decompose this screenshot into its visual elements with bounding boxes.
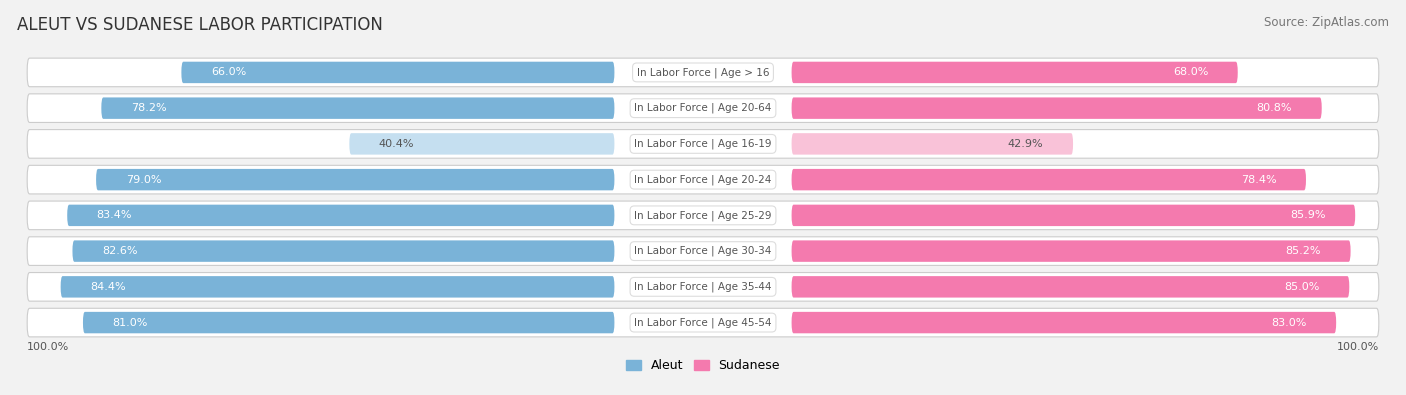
Text: 80.8%: 80.8% [1257, 103, 1292, 113]
Text: 79.0%: 79.0% [125, 175, 162, 184]
FancyBboxPatch shape [181, 62, 614, 83]
Text: 85.2%: 85.2% [1285, 246, 1322, 256]
FancyBboxPatch shape [792, 133, 1073, 154]
Text: 84.4%: 84.4% [90, 282, 125, 292]
Text: 78.4%: 78.4% [1241, 175, 1277, 184]
Text: 85.9%: 85.9% [1291, 211, 1326, 220]
FancyBboxPatch shape [83, 312, 614, 333]
Text: 78.2%: 78.2% [131, 103, 166, 113]
Legend: Aleut, Sudanese: Aleut, Sudanese [621, 354, 785, 377]
FancyBboxPatch shape [27, 94, 1379, 122]
Text: 42.9%: 42.9% [1008, 139, 1043, 149]
Text: 40.4%: 40.4% [378, 139, 415, 149]
Text: In Labor Force | Age 20-24: In Labor Force | Age 20-24 [634, 174, 772, 185]
FancyBboxPatch shape [792, 62, 1237, 83]
FancyBboxPatch shape [27, 201, 1379, 229]
Text: 100.0%: 100.0% [27, 342, 69, 352]
Text: 83.4%: 83.4% [97, 211, 132, 220]
FancyBboxPatch shape [27, 58, 1379, 87]
Text: 68.0%: 68.0% [1173, 68, 1208, 77]
Text: 85.0%: 85.0% [1285, 282, 1320, 292]
FancyBboxPatch shape [27, 166, 1379, 194]
FancyBboxPatch shape [60, 276, 614, 297]
Text: In Labor Force | Age 16-19: In Labor Force | Age 16-19 [634, 139, 772, 149]
Text: In Labor Force | Age 45-54: In Labor Force | Age 45-54 [634, 317, 772, 328]
Text: 66.0%: 66.0% [211, 68, 246, 77]
Text: In Labor Force | Age > 16: In Labor Force | Age > 16 [637, 67, 769, 78]
FancyBboxPatch shape [792, 312, 1336, 333]
Text: 83.0%: 83.0% [1271, 318, 1306, 327]
Text: In Labor Force | Age 30-34: In Labor Force | Age 30-34 [634, 246, 772, 256]
FancyBboxPatch shape [67, 205, 614, 226]
Text: In Labor Force | Age 20-64: In Labor Force | Age 20-64 [634, 103, 772, 113]
Text: Source: ZipAtlas.com: Source: ZipAtlas.com [1264, 16, 1389, 29]
FancyBboxPatch shape [27, 130, 1379, 158]
Text: In Labor Force | Age 35-44: In Labor Force | Age 35-44 [634, 282, 772, 292]
Text: 82.6%: 82.6% [103, 246, 138, 256]
FancyBboxPatch shape [73, 241, 614, 262]
FancyBboxPatch shape [27, 237, 1379, 265]
FancyBboxPatch shape [792, 241, 1351, 262]
FancyBboxPatch shape [792, 276, 1350, 297]
FancyBboxPatch shape [27, 273, 1379, 301]
FancyBboxPatch shape [792, 98, 1322, 119]
FancyBboxPatch shape [96, 169, 614, 190]
FancyBboxPatch shape [101, 98, 614, 119]
Text: ALEUT VS SUDANESE LABOR PARTICIPATION: ALEUT VS SUDANESE LABOR PARTICIPATION [17, 16, 382, 34]
Text: In Labor Force | Age 25-29: In Labor Force | Age 25-29 [634, 210, 772, 221]
FancyBboxPatch shape [792, 205, 1355, 226]
FancyBboxPatch shape [27, 308, 1379, 337]
FancyBboxPatch shape [792, 169, 1306, 190]
Text: 81.0%: 81.0% [112, 318, 148, 327]
Text: 100.0%: 100.0% [1337, 342, 1379, 352]
FancyBboxPatch shape [349, 133, 614, 154]
